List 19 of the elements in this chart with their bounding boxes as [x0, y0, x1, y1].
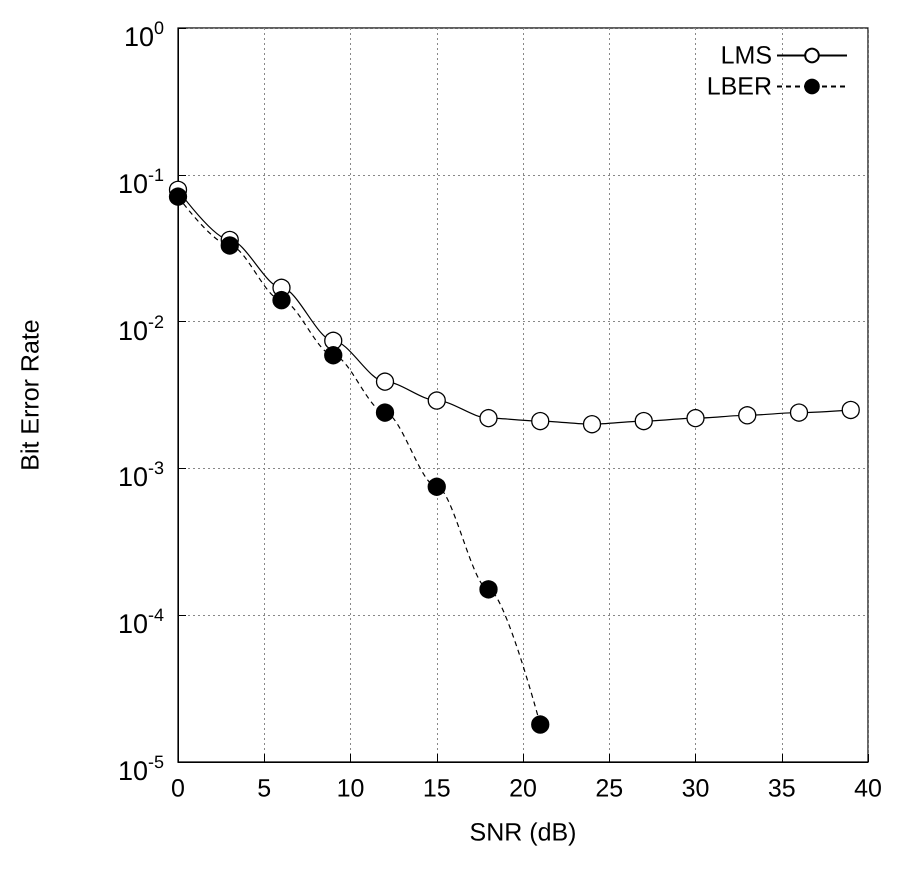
y-tick-label: 10$^{0}$	[124, 17, 164, 53]
legend-label: LBER	[706, 72, 772, 100]
y-tick-label: 10$^{-2}$	[118, 310, 164, 347]
legend-label: LMS	[720, 42, 772, 70]
x-tick-label: 20	[509, 774, 537, 802]
x-tick-label: 40	[854, 774, 882, 802]
x-tick-label: 25	[595, 774, 624, 802]
y-tick-label: 10$^{-5}$	[118, 751, 164, 787]
y-tick-label: 10$^{-1}$	[118, 164, 164, 200]
x-tick-label: 15	[422, 774, 451, 802]
y-axis-title: Bit Error Rate	[16, 319, 44, 471]
y-tick-label: 10$^{-4}$	[118, 604, 164, 640]
x-axis-title: SNR (dB)	[470, 818, 576, 846]
x-tick-label: 5	[257, 774, 272, 802]
x-tick-label: 10	[336, 774, 364, 802]
y-tick-label: 10$^{-3}$	[118, 457, 164, 494]
x-tick-label: 35	[768, 774, 796, 802]
x-tick-label: 30	[682, 774, 710, 802]
x-tick-label: 0	[171, 774, 185, 802]
